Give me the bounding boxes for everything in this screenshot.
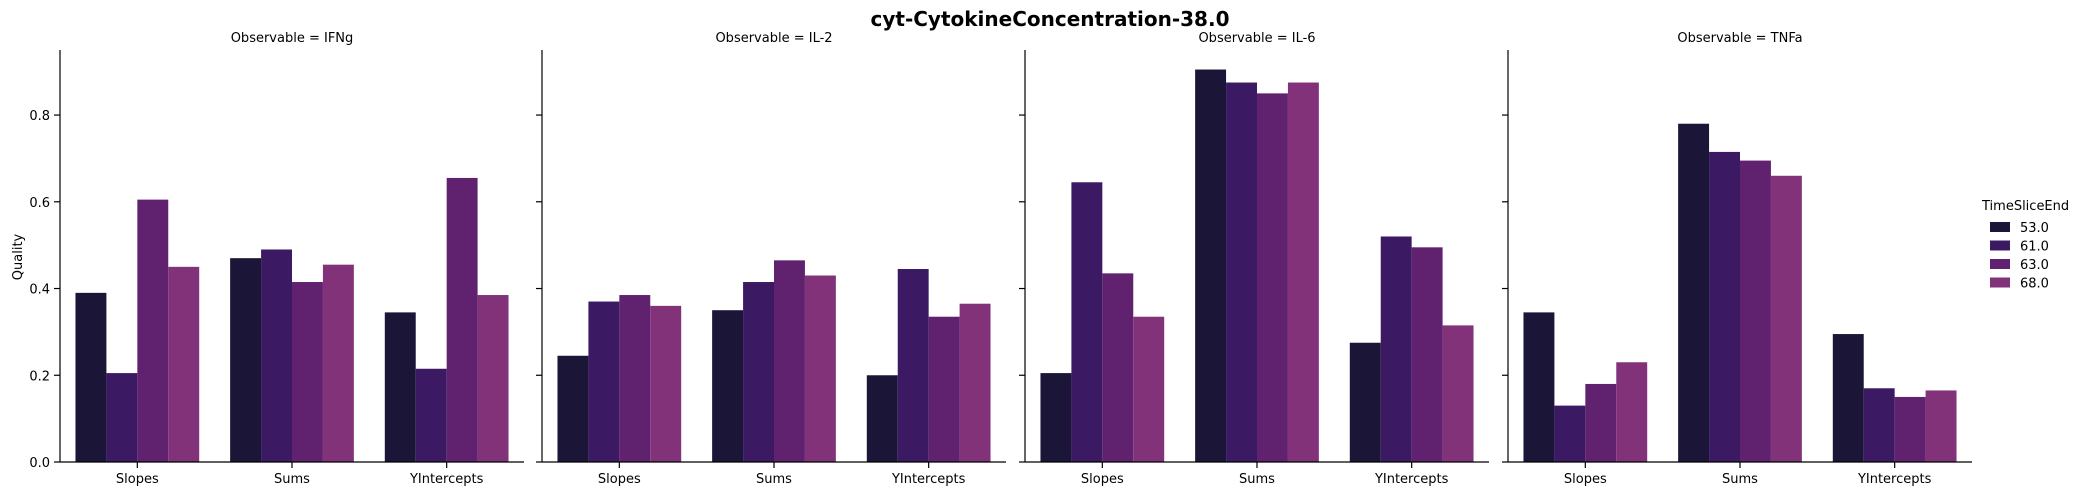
bar (1071, 182, 1103, 462)
x-tick-label: Slopes (598, 472, 641, 487)
bar (588, 301, 620, 462)
bar (1832, 334, 1864, 462)
legend-swatch (1990, 240, 2010, 251)
y-tick-label: 0.4 (29, 283, 50, 298)
bar (743, 282, 774, 462)
bar (1863, 388, 1895, 462)
bar (712, 310, 744, 462)
legend-title: TimeSliceEnd (1981, 199, 2069, 214)
bar (446, 177, 478, 462)
legend-swatch (1990, 222, 2010, 232)
bar (557, 355, 589, 462)
y-tick-label: 0.8 (29, 109, 50, 124)
bar (1709, 151, 1740, 463)
legend-label: 61.0 (2020, 240, 2049, 255)
x-tick-label: Slopes (1564, 472, 1607, 487)
bar (292, 282, 323, 462)
bar (897, 269, 929, 462)
bar (322, 264, 354, 462)
bar (1585, 383, 1617, 462)
panel-1: Observable = IL-2 Slopes Sums YIntercepts (536, 31, 1006, 487)
panel-2: Observable = IL-6 Slopes Sums YIntercepts (1019, 31, 1489, 487)
bar (1133, 316, 1165, 462)
bar (1349, 342, 1381, 462)
x-tick-label: YIntercepts (1374, 472, 1449, 487)
bar (1740, 160, 1771, 462)
bar (75, 292, 107, 462)
legend: TimeSliceEnd 53.0 61.0 63.0 68.0 (1981, 199, 2069, 292)
y-tick-label: 0.6 (29, 196, 50, 211)
bar (1380, 236, 1412, 462)
bar (804, 275, 836, 462)
bar (928, 316, 960, 462)
x-tick-label: YIntercepts (891, 472, 966, 487)
panel-title: Observable = IL-2 (715, 31, 832, 46)
legend-label: 63.0 (2020, 258, 2049, 273)
bar (866, 375, 898, 462)
chart-title: cyt-CytokineConcentration-38.0 (870, 7, 1229, 31)
legend-label: 68.0 (2020, 277, 2049, 292)
bar (1411, 247, 1443, 462)
bar (261, 249, 292, 462)
bar (1442, 325, 1474, 462)
bar (1678, 123, 1710, 462)
bar (1523, 312, 1555, 462)
y-tick-label: 0.0 (29, 456, 50, 471)
x-tick-label: YIntercepts (1857, 472, 1932, 487)
panel-3: Observable = TNFa Slopes Sums YIntercepts (1502, 31, 1972, 487)
bar (619, 295, 651, 462)
x-tick-label: Sums (274, 472, 310, 487)
panel-title: Observable = IFNg (231, 31, 354, 46)
panel-title: Observable = IL-6 (1198, 31, 1315, 46)
panels: Observable = IFNg 0.0 0.2 0.4 0.6 0.8 Slopes Su… (29, 31, 1972, 487)
bar (650, 305, 682, 462)
bar (230, 258, 262, 462)
bar (106, 373, 138, 462)
x-tick-label: Sums (1722, 472, 1758, 487)
bar (1040, 373, 1072, 462)
x-tick-label: Sums (756, 472, 792, 487)
legend-swatch (1990, 259, 2010, 269)
bar (1257, 93, 1288, 463)
bar (1195, 69, 1227, 463)
bar (1894, 396, 1926, 462)
bar (1226, 82, 1257, 462)
bar (1287, 82, 1319, 462)
x-tick-label: YIntercepts (409, 472, 484, 487)
bar (415, 368, 447, 462)
legend-swatch (1990, 277, 2010, 288)
panel-title: Observable = TNFa (1677, 31, 1802, 46)
bar (137, 199, 169, 462)
bar (959, 303, 991, 462)
y-axis-label: Quality (11, 233, 26, 280)
x-tick-label: Sums (1239, 472, 1275, 487)
bar (477, 295, 509, 462)
bar (1554, 405, 1586, 462)
bar (774, 260, 805, 462)
legend-label: 53.0 (2020, 221, 2049, 236)
bar (1102, 273, 1134, 462)
x-tick-label: Slopes (116, 472, 159, 487)
panel-0: Observable = IFNg 0.0 0.2 0.4 0.6 0.8 Slopes Su… (29, 31, 524, 487)
x-tick-label: Slopes (1081, 472, 1124, 487)
bar (384, 312, 416, 462)
bar (1770, 175, 1802, 462)
bar (1925, 390, 1957, 462)
bar (168, 266, 200, 462)
bar (1616, 362, 1648, 462)
y-tick-label: 0.2 (29, 369, 50, 384)
